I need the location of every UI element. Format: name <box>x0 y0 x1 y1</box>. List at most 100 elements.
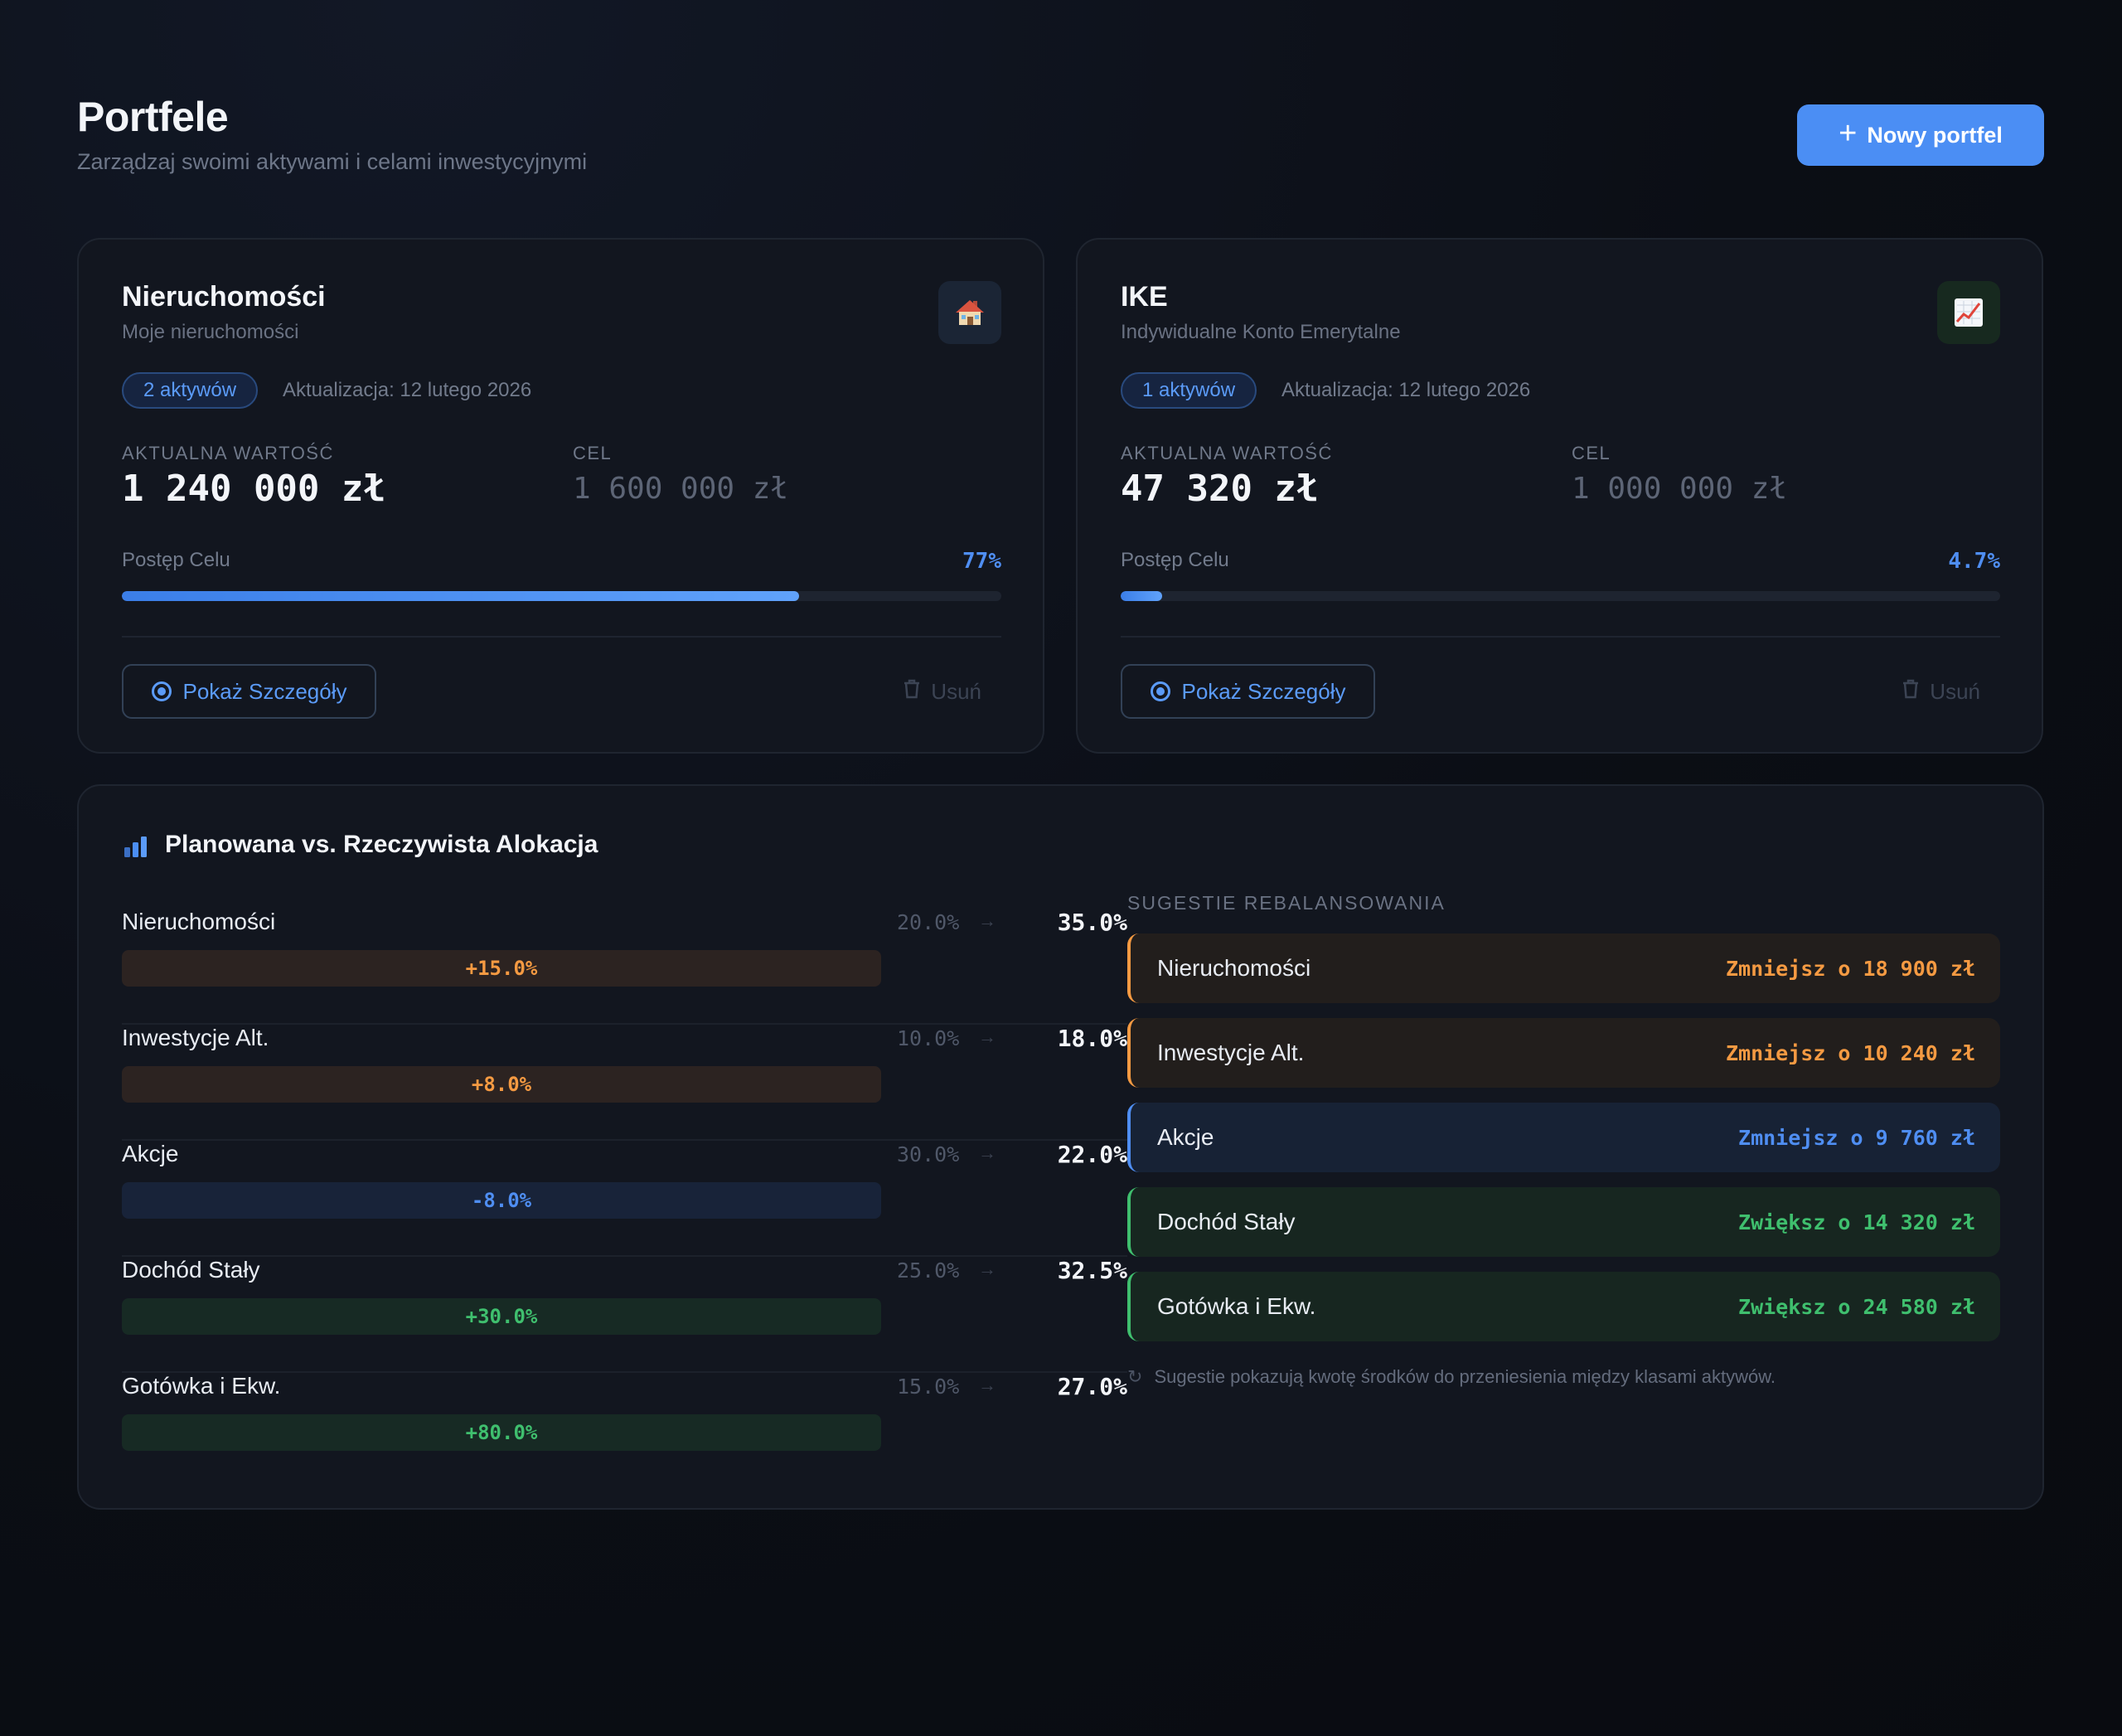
planned-percent: 25.0% <box>897 1258 960 1283</box>
suggestions-note: ↻ Sugestie pokazują kwotę środków do prz… <box>1127 1366 1776 1388</box>
suggestions-title: SUGESTIE REBALANSOWANIA <box>1127 892 1446 914</box>
suggestion-item: Inwestycje Alt. Zmniejsz o 10 240 zł <box>1127 1018 2000 1088</box>
allocation-row: Akcje 30.0% → 22.0% -8.0% <box>122 1141 1127 1257</box>
suggestion-name: Nieruchomości <box>1157 955 1311 981</box>
portfolio-name: IKE <box>1121 281 1168 313</box>
progress-fill <box>1121 591 1162 601</box>
show-details-button[interactable]: Pokaż Szczegóły <box>122 664 376 719</box>
planned-percent: 30.0% <box>897 1142 960 1166</box>
trash-icon <box>1902 678 1920 706</box>
allocation-panel: Planowana vs. Rzeczywista Alokacja Nieru… <box>77 784 2044 1510</box>
suggestion-item: Nieruchomości Zmniejsz o 18 900 zł <box>1127 933 2000 1003</box>
suggestion-action: Zwiększ o 24 580 zł <box>1738 1294 1975 1319</box>
arrow-right-icon: → <box>978 910 996 931</box>
deviation-bar: +8.0% <box>122 1066 881 1103</box>
divider <box>1121 636 2000 638</box>
progress-track <box>1121 591 2000 601</box>
progress-track <box>122 591 1001 601</box>
bar-chart-icon <box>124 836 147 857</box>
update-date: Aktualizacja: 12 lutego 2026 <box>283 379 532 401</box>
suggestion-action: Zmniejsz o 18 900 zł <box>1725 956 1975 981</box>
goal-label: CEL <box>573 443 613 463</box>
suggestion-name: Inwestycje Alt. <box>1157 1040 1305 1065</box>
allocation-rows: Nieruchomości 20.0% → 35.0% +15.0% Inwes… <box>122 909 1127 1489</box>
asset-class-name: Dochód Stały <box>122 1257 260 1283</box>
page-title: Portfele <box>77 94 229 140</box>
arrow-right-icon: → <box>978 1375 996 1395</box>
goal-label: CEL <box>1572 443 1611 463</box>
show-details-label: Pokaż Szczegóły <box>182 678 347 704</box>
suggestion-name: Gotówka i Ekw. <box>1157 1293 1316 1319</box>
current-value-label: AKTUALNA WARTOŚĆ <box>122 443 334 463</box>
portfolio-description: Moje nieruchomości <box>122 321 299 343</box>
progress-percent: 4.7% <box>1948 549 2000 574</box>
allocation-title: Planowana vs. Rzeczywista Alokacja <box>165 831 598 858</box>
allocation-row: Gotówka i Ekw. 15.0% → 27.0% +80.0% <box>122 1373 1127 1489</box>
house-icon <box>938 281 1001 344</box>
actual-percent: 22.0% <box>1057 1141 1127 1168</box>
planned-percent: 20.0% <box>897 910 960 934</box>
arrow-right-icon: → <box>978 1142 996 1163</box>
suggestion-action: Zwiększ o 14 320 zł <box>1738 1210 1975 1234</box>
portfolio-card-ike: IKE Indywidualne Konto Emerytalne 1 akty… <box>1076 238 2043 754</box>
planned-percent: 10.0% <box>897 1026 960 1050</box>
refresh-icon: ↻ <box>1127 1366 1143 1387</box>
show-details-button[interactable]: Pokaż Szczegóły <box>1121 664 1375 719</box>
allocation-row: Dochód Stały 25.0% → 32.5% +30.0% <box>122 1257 1127 1373</box>
page-subtitle: Zarządzaj swoimi aktywami i celami inwes… <box>77 149 588 174</box>
show-details-label: Pokaż Szczegóły <box>1181 678 1346 704</box>
portfolio-card-nieruchomosci: Nieruchomości Moje nieruchomości 2 aktyw… <box>77 238 1044 754</box>
eye-icon <box>1150 681 1170 701</box>
divider <box>122 636 1001 638</box>
suggestions-list: Nieruchomości Zmniejsz o 18 900 zł Inwes… <box>1127 933 2000 1356</box>
deviation-bar: +15.0% <box>122 950 881 987</box>
progress-fill <box>122 591 799 601</box>
suggestion-name: Dochód Stały <box>1157 1209 1296 1234</box>
new-portfolio-label: Nowy portfel <box>1867 122 2003 148</box>
progress-percent: 77% <box>962 549 1001 574</box>
current-value: 47 320 zł <box>1121 468 1319 510</box>
asset-class-name: Gotówka i Ekw. <box>122 1373 281 1399</box>
deviation-bar: +80.0% <box>122 1414 881 1451</box>
arrow-right-icon: → <box>978 1258 996 1279</box>
portfolio-description: Indywidualne Konto Emerytalne <box>1121 321 1401 343</box>
actual-percent: 18.0% <box>1057 1025 1127 1052</box>
asset-class-name: Akcje <box>122 1141 179 1166</box>
suggestions-note-text: Sugestie pokazują kwotę środków do przen… <box>1154 1366 1776 1387</box>
current-value: 1 240 000 zł <box>122 468 385 510</box>
trash-icon <box>903 678 921 706</box>
suggestion-action: Zmniejsz o 9 760 zł <box>1738 1125 1975 1150</box>
suggestion-name: Akcje <box>1157 1124 1214 1150</box>
delete-label: Usuń <box>931 678 981 704</box>
actual-percent: 27.0% <box>1057 1373 1127 1400</box>
plus-icon: + <box>1839 116 1858 151</box>
actual-percent: 32.5% <box>1057 1257 1127 1284</box>
assets-count-badge: 2 aktywów <box>122 372 259 409</box>
eye-icon <box>151 681 172 701</box>
assets-count-badge: 1 aktywów <box>1121 372 1257 409</box>
chart-increasing-icon <box>1937 281 2000 344</box>
goal-value: 1 600 000 zł <box>573 472 789 506</box>
deviation-bar: +30.0% <box>122 1298 881 1335</box>
deviation-bar: -8.0% <box>122 1182 881 1219</box>
new-portfolio-button[interactable]: + Nowy portfel <box>1797 104 2044 166</box>
current-value-label: AKTUALNA WARTOŚĆ <box>1121 443 1333 463</box>
progress-label: Postęp Celu <box>1121 549 1229 571</box>
delete-button[interactable]: Usuń <box>1902 672 1980 710</box>
goal-value: 1 000 000 zł <box>1572 472 1788 506</box>
allocation-row: Inwestycje Alt. 10.0% → 18.0% +8.0% <box>122 1025 1127 1141</box>
progress-label: Postęp Celu <box>122 549 230 571</box>
allocation-row: Nieruchomości 20.0% → 35.0% +15.0% <box>122 909 1127 1025</box>
portfolio-name: Nieruchomości <box>122 281 326 313</box>
arrow-right-icon: → <box>978 1026 996 1047</box>
delete-button[interactable]: Usuń <box>903 672 981 710</box>
suggestion-item: Dochód Stały Zwiększ o 14 320 zł <box>1127 1187 2000 1257</box>
planned-percent: 15.0% <box>897 1375 960 1399</box>
actual-percent: 35.0% <box>1057 909 1127 936</box>
asset-class-name: Nieruchomości <box>122 909 276 934</box>
delete-label: Usuń <box>1930 678 1980 704</box>
suggestion-action: Zmniejsz o 10 240 zł <box>1725 1040 1975 1065</box>
suggestion-item: Akcje Zmniejsz o 9 760 zł <box>1127 1103 2000 1172</box>
suggestion-item: Gotówka i Ekw. Zwiększ o 24 580 zł <box>1127 1272 2000 1341</box>
update-date: Aktualizacja: 12 lutego 2026 <box>1281 379 1531 401</box>
